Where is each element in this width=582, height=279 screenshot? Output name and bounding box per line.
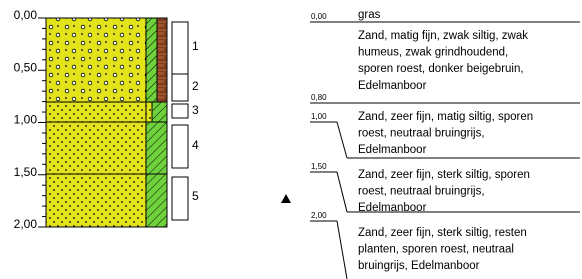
sample-box [172,125,188,168]
silt-strip [146,174,167,227]
sample-box [172,104,188,118]
page: {"depth_axis": ["0,00", "0,50", "1,00", … [0,0,582,279]
sample-label: 3 [192,103,199,117]
sample-box [172,74,188,101]
sample-label: 4 [192,138,199,152]
description-line: roest, neutraal bruingrijs, [358,128,485,140]
depth-label: 1,00 [14,113,38,127]
sand-strip [146,102,152,122]
depth-label: 0,00 [14,8,38,22]
boundary-depth: 0,80 [311,93,327,102]
layer-sand [46,102,146,227]
boundary-depth: 1,00 [311,112,327,121]
soil-column [46,18,167,227]
description-line: Zand, zeer fijn, matig siltig, sporen [358,111,533,123]
layer-gravel-sand [46,18,146,102]
boundary-depth: 1,50 [311,162,327,171]
sample-label: 2 [192,79,199,93]
description-line: planten, sporen roest, neutraal [358,244,514,256]
boundary-leader [337,221,347,279]
sample-box [172,177,188,220]
sample-label: 1 [192,39,199,53]
humus-strip [157,18,167,102]
depth-label: 1,50 [14,165,38,179]
description-line: Edelmanboor [358,202,427,214]
silt-strip [152,102,167,122]
description-line: Zand, zeer fijn, sterk siltig, sporen [358,169,530,181]
silt-strip [146,122,167,174]
depth-label: 2,00 [14,217,38,231]
silt-strip [146,18,157,102]
description-line: humeus, zwak grindhoudend, [358,47,508,59]
boundary-depth: 0,00 [311,12,327,21]
description-line: Zand, matig fijn, zwak siltig, zwak [358,30,528,42]
description-line: gras [358,9,381,21]
boundary-leader [337,122,347,158]
description-line: roest, neutraal bruingrijs, [358,186,485,198]
boundary-leader [337,172,347,212]
description-line: Edelmanboor [358,144,427,156]
groundwater-marker [281,194,291,203]
sample-label: 5 [192,189,199,203]
borehole-log: 0,00 0,50 1,00 1,50 2,00 1 2 3 4 5 0,00 0,80 1,00 1,5… [0,0,582,279]
description-line: bruingrijs, Edelmanboor [358,260,480,272]
boundary-depth: 2,00 [311,211,327,220]
description-line: sporen roest, donker beigebruin, [358,63,524,75]
depth-label: 0,50 [14,60,38,74]
description-line: Edelmanboor [358,80,427,92]
samples [172,22,188,220]
description-line: Zand, zeer fijn, sterk siltig, resten [358,227,527,239]
